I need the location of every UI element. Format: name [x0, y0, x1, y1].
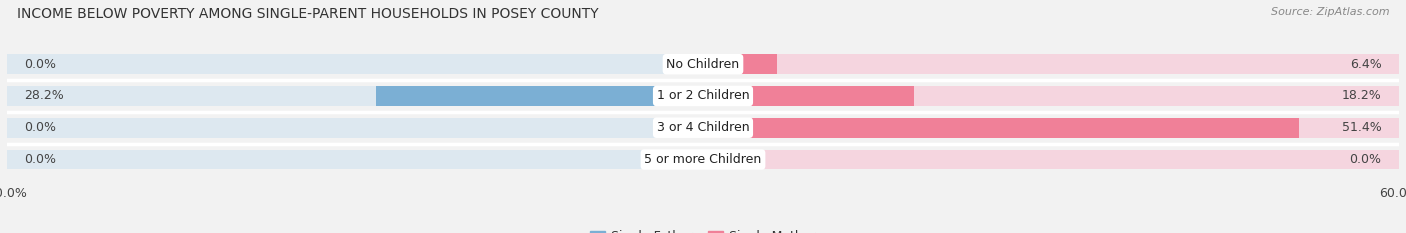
Bar [703, 118, 1299, 137]
Text: 1 or 2 Children: 1 or 2 Children [657, 89, 749, 103]
Text: Source: ZipAtlas.com: Source: ZipAtlas.com [1271, 7, 1389, 17]
Bar [7, 54, 703, 74]
Bar [703, 150, 1399, 169]
Text: No Children: No Children [666, 58, 740, 71]
Bar [7, 150, 703, 169]
Text: 0.0%: 0.0% [24, 58, 56, 71]
Bar [703, 86, 914, 106]
Text: 5 or more Children: 5 or more Children [644, 153, 762, 166]
Text: 6.4%: 6.4% [1350, 58, 1382, 71]
Bar [7, 86, 703, 106]
Text: 28.2%: 28.2% [24, 89, 65, 103]
Text: 0.0%: 0.0% [24, 153, 56, 166]
Legend: Single Father, Single Mother: Single Father, Single Mother [585, 225, 821, 233]
Bar [703, 86, 1399, 106]
Text: 51.4%: 51.4% [1341, 121, 1382, 134]
Text: 18.2%: 18.2% [1341, 89, 1382, 103]
Text: 0.0%: 0.0% [1350, 153, 1382, 166]
Bar [703, 54, 1399, 74]
Bar [375, 86, 703, 106]
Text: 0.0%: 0.0% [24, 121, 56, 134]
Text: INCOME BELOW POVERTY AMONG SINGLE-PARENT HOUSEHOLDS IN POSEY COUNTY: INCOME BELOW POVERTY AMONG SINGLE-PARENT… [17, 7, 599, 21]
Bar [7, 118, 703, 137]
Bar [703, 118, 1399, 137]
Bar [703, 54, 778, 74]
Text: 3 or 4 Children: 3 or 4 Children [657, 121, 749, 134]
